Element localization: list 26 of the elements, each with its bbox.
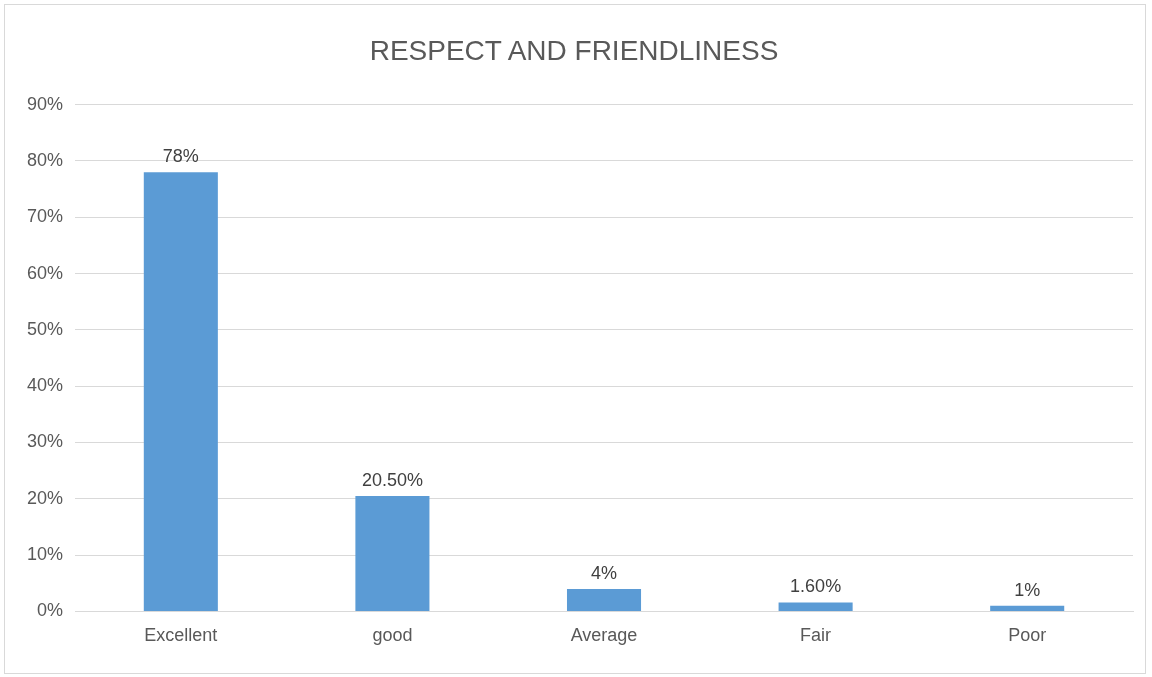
y-tick-label: 10% <box>27 544 64 565</box>
data-label: 20.50% <box>361 469 423 490</box>
bar <box>778 602 853 611</box>
y-tick-label: 90% <box>27 93 64 114</box>
y-tick-label: 70% <box>27 206 64 227</box>
data-label: 1% <box>1014 579 1041 600</box>
x-tick-label: good <box>372 625 413 646</box>
y-tick-label: 50% <box>27 318 64 339</box>
chart-title: RESPECT AND FRIENDLINESS <box>369 34 779 66</box>
bar <box>566 588 642 611</box>
y-tick-label: 60% <box>27 262 64 283</box>
y-tick-label: 80% <box>27 149 64 170</box>
x-tick-label: Fair <box>800 625 832 646</box>
y-tick-label: 30% <box>27 431 64 452</box>
y-tick-label: 0% <box>37 600 64 621</box>
bar <box>990 605 1065 611</box>
data-label: 4% <box>591 562 618 583</box>
data-label: 1.60% <box>790 576 842 597</box>
y-tick-label: 40% <box>27 375 64 396</box>
bar <box>143 172 218 611</box>
data-label: 78% <box>162 146 199 167</box>
x-tick-label: Excellent <box>144 625 218 646</box>
bar <box>355 495 430 611</box>
x-tick-label: Poor <box>1008 625 1047 646</box>
y-tick-label: 20% <box>27 487 64 508</box>
x-tick-label: Average <box>570 625 638 646</box>
